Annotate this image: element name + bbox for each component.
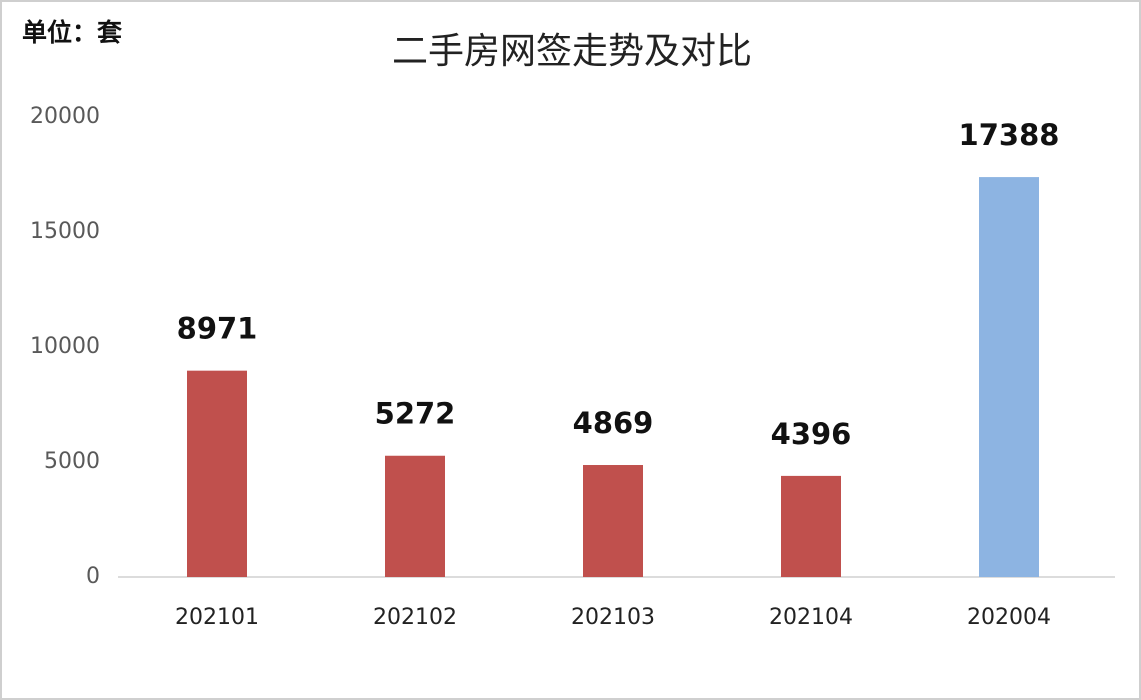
bar — [979, 177, 1039, 578]
x-tick-label: 202101 — [175, 605, 259, 630]
y-tick-label: 20000 — [30, 104, 100, 129]
data-label: 8971 — [177, 312, 258, 346]
data-label: 4396 — [771, 417, 852, 451]
x-tick-label: 202004 — [967, 605, 1051, 630]
data-label: 5272 — [375, 397, 456, 431]
chart-title: 二手房网签走势及对比 — [392, 31, 752, 72]
x-tick-label: 202104 — [769, 605, 853, 630]
x-tick-label: 202103 — [571, 605, 655, 630]
bar — [781, 475, 841, 577]
bar — [583, 465, 643, 577]
data-label: 4869 — [573, 406, 654, 440]
x-tick-label: 202102 — [373, 605, 457, 630]
y-tick-label: 10000 — [30, 334, 100, 359]
bar — [385, 455, 445, 577]
unit-label: 单位：套 — [22, 18, 123, 47]
y-tick-label: 15000 — [30, 219, 100, 244]
y-tick-label: 0 — [86, 564, 100, 589]
data-label: 17388 — [959, 118, 1060, 152]
y-tick-label: 5000 — [44, 449, 100, 474]
bar — [187, 370, 247, 577]
